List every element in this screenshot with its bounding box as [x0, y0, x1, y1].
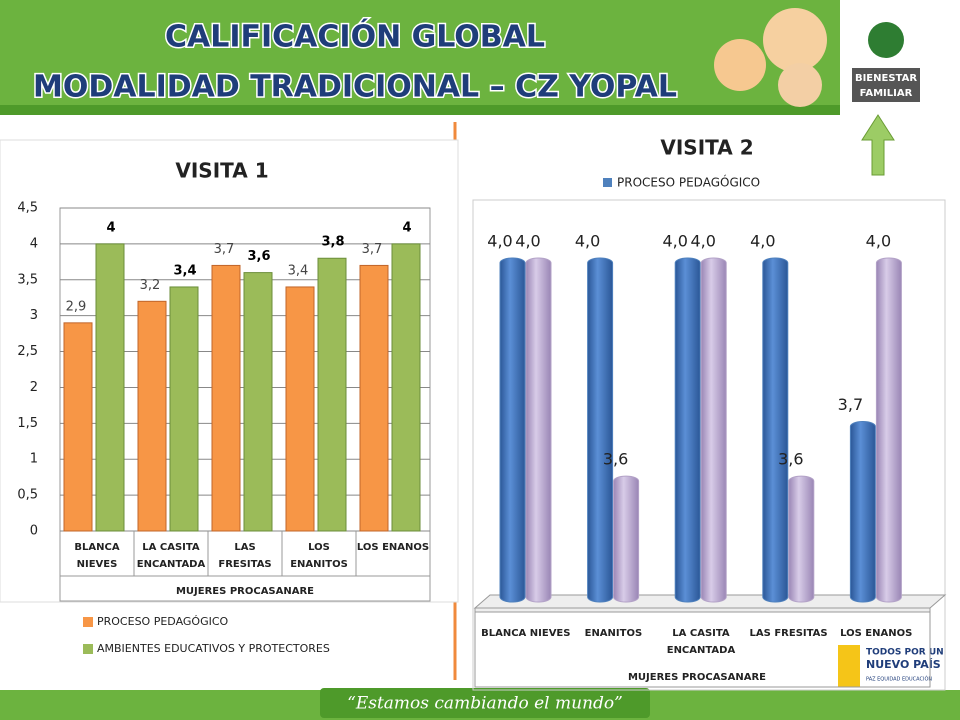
bar: [875, 257, 902, 603]
footer-label: [320, 688, 650, 718]
logo2-text: TODOS POR UN: [866, 648, 944, 658]
value-label: 4,0: [750, 232, 775, 251]
x-tick-label: ENANITOS: [584, 628, 643, 639]
value-label: 4,0: [662, 232, 687, 251]
legend-label: AMBIENTES EDUCATIVOS Y PROTECTORES: [97, 642, 330, 655]
bar: [849, 421, 876, 603]
legend-swatch: [603, 178, 612, 187]
child-illustration: [714, 39, 766, 91]
logo-icon: [868, 22, 904, 58]
logo2-text: PAZ EQUIDAD EDUCACIÓN: [866, 676, 932, 683]
x-axis-title: MUJERES PROCASANARE: [628, 672, 766, 683]
x-tick-label: LA CASITA ENCANTADA: [136, 542, 206, 570]
chart-title: VISITA 2: [660, 136, 753, 160]
y-tick-label: 1,5: [17, 416, 38, 431]
bar: [391, 243, 421, 532]
bar: [525, 257, 552, 603]
x-tick-label: LOS ENANITOS: [290, 542, 348, 570]
bar: [169, 286, 199, 532]
bar: [211, 264, 241, 532]
bar: [63, 322, 93, 532]
x-axis-title: MUJERES PROCASANARE: [176, 586, 314, 597]
plot-box: [472, 199, 946, 691]
y-tick-label: 1: [30, 452, 38, 467]
x-tick-label: LA CASITA ENCANTADA: [666, 628, 736, 656]
logo-text: FAMILIAR: [860, 88, 913, 99]
x-tick-label: LOS ENANOS: [840, 628, 913, 639]
value-label: 3,2: [140, 278, 161, 293]
y-tick-label: 2: [30, 380, 38, 395]
value-label: 3,7: [362, 242, 383, 257]
bar: [674, 257, 701, 603]
logo-text: BIENESTAR: [855, 73, 917, 84]
bar: [317, 257, 347, 532]
x-tick-label: LOS ENANOS: [356, 542, 430, 553]
value-label: 3,7: [838, 395, 863, 414]
child-illustration: [778, 63, 822, 107]
value-label: 3,6: [247, 249, 270, 264]
chart-title: VISITA 1: [175, 159, 268, 183]
flag-icon: [838, 645, 860, 687]
bar: [587, 257, 614, 603]
legend-swatch: [83, 617, 93, 627]
value-label: 4: [106, 220, 115, 235]
value-label: 4,0: [487, 232, 512, 251]
header-banner: [0, 0, 840, 115]
y-tick-label: 0,5: [17, 488, 38, 503]
x-tick-label: BLANCA NIEVES: [74, 542, 120, 570]
y-tick-label: 3: [30, 308, 38, 323]
bar: [95, 243, 125, 532]
bar: [243, 272, 273, 532]
y-tick-label: 3,5: [17, 272, 38, 287]
value-label: 4,0: [515, 232, 540, 251]
value-label: 4,0: [866, 232, 891, 251]
header-edge: [0, 105, 840, 115]
value-label: 4,0: [690, 232, 715, 251]
bar: [700, 257, 727, 603]
value-label: 3,4: [173, 263, 196, 278]
value-label: 3,7: [214, 242, 235, 257]
logo-box: [852, 68, 920, 102]
value-label: 4,0: [575, 232, 600, 251]
x-tick-label: LAS FRESITAS: [218, 542, 272, 570]
value-label: 3,4: [288, 263, 309, 278]
slogan: “Estamos cambiando el mundo”: [347, 694, 623, 714]
y-tick-label: 4: [30, 236, 38, 251]
child-illustration: [763, 8, 827, 72]
bar: [499, 257, 526, 603]
value-label: 3,8: [321, 235, 344, 250]
slide-title: MODALIDAD TRADICIONAL – CZ YOPAL: [33, 70, 677, 105]
slide-title: CALIFICACIÓN GLOBAL: [165, 18, 545, 55]
y-tick-label: 0: [30, 524, 38, 539]
bar: [137, 300, 167, 532]
bar: [762, 257, 789, 603]
value-label: 3,6: [778, 450, 803, 469]
bar: [613, 475, 640, 603]
logo2-text: NUEVO PAÍS: [866, 658, 941, 671]
x-tick-label: BLANCA NIEVES: [481, 628, 571, 639]
y-tick-label: 2,5: [17, 344, 38, 359]
y-tick-label: 4,5: [17, 201, 38, 216]
legend-label: PROCESO PEDAGÓGICO: [97, 615, 229, 628]
value-label: 4: [402, 220, 411, 235]
arrow-icon: [861, 114, 895, 176]
value-label: 3,6: [603, 450, 628, 469]
bar: [285, 286, 315, 532]
bar: [788, 475, 815, 603]
category-box: [474, 611, 931, 688]
bar: [359, 264, 389, 532]
x-tick-label: LAS FRESITAS: [749, 628, 828, 639]
legend-swatch: [83, 644, 93, 654]
value-label: 2,9: [66, 299, 87, 314]
legend-label: PROCESO PEDAGÓGICO: [617, 175, 760, 190]
